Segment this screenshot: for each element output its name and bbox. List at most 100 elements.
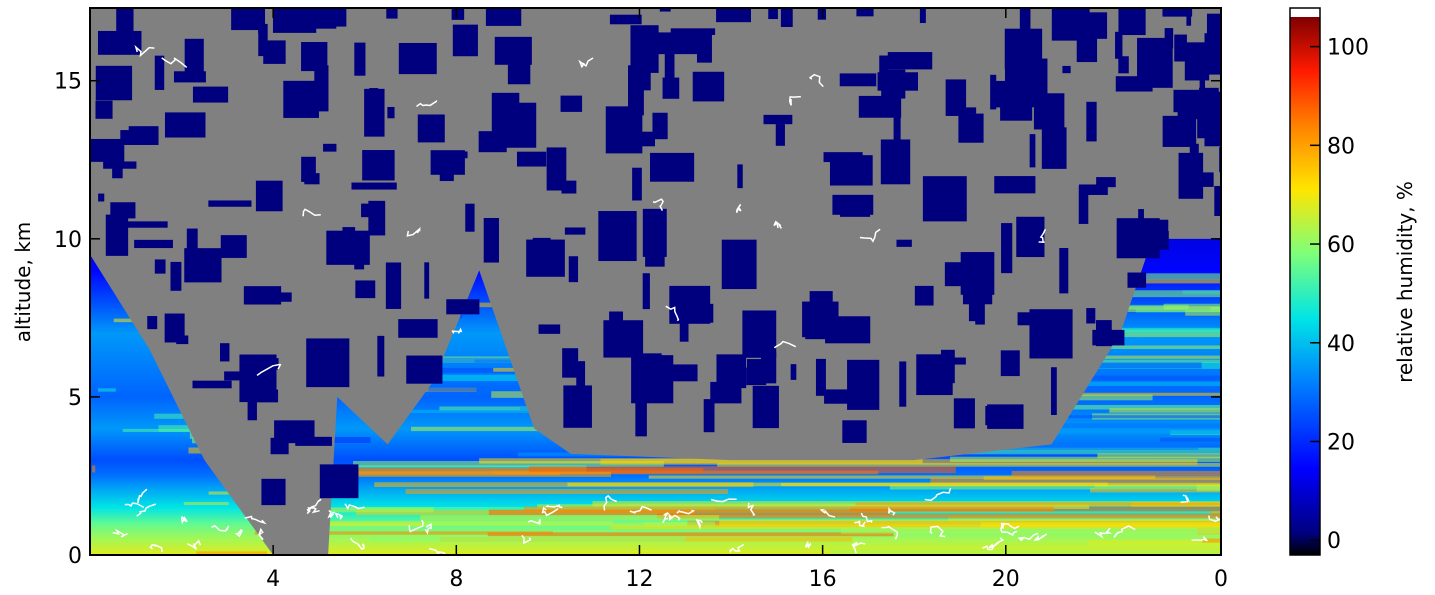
dry-patch bbox=[247, 395, 257, 421]
dry-patch bbox=[496, 0, 516, 5]
cloud-contour bbox=[1017, 532, 1039, 542]
dry-patch bbox=[112, 148, 123, 179]
dry-patch bbox=[1138, 231, 1169, 250]
dry-patch bbox=[823, 152, 863, 163]
dry-patch bbox=[1096, 177, 1116, 188]
humidity-streak bbox=[353, 468, 704, 474]
dry-patch bbox=[452, 24, 478, 57]
dry-patch bbox=[1173, 89, 1211, 113]
cloud-contour bbox=[652, 198, 664, 211]
dry-patch bbox=[1212, 0, 1238, 7]
dry-patch bbox=[790, 364, 797, 380]
humidity-streak bbox=[183, 501, 229, 506]
dry-patch bbox=[1204, 122, 1221, 147]
dry-patch bbox=[1189, 137, 1197, 148]
cloud-contour bbox=[334, 512, 344, 520]
dry-patch bbox=[1019, 8, 1031, 35]
humidity-streak bbox=[949, 456, 1221, 462]
humidity-streak bbox=[1097, 453, 1221, 459]
dry-patch bbox=[975, 283, 985, 325]
dry-patch bbox=[406, 355, 443, 384]
dry-patch bbox=[960, 107, 977, 114]
cloud-contour bbox=[851, 541, 866, 554]
dry-patch bbox=[354, 260, 365, 270]
dry-patch bbox=[1029, 134, 1036, 168]
colorbar-tick-label: 100 bbox=[1327, 36, 1369, 61]
dry-patch bbox=[355, 280, 376, 299]
dry-patch bbox=[398, 42, 437, 75]
dry-patch bbox=[742, 310, 777, 358]
dry-patch bbox=[417, 114, 445, 143]
dry-patch bbox=[987, 404, 1024, 429]
cloud-contour bbox=[773, 340, 797, 349]
humidity-streak bbox=[948, 516, 1221, 522]
humidity-streak bbox=[1049, 392, 1221, 396]
humidity-streak bbox=[769, 447, 1221, 455]
colorbar-gradient bbox=[1290, 17, 1320, 555]
cloud-contour bbox=[773, 220, 783, 229]
dry-patch bbox=[1000, 350, 1020, 377]
dry-patch bbox=[763, 114, 793, 125]
humidity-streak bbox=[1038, 429, 1221, 434]
cloud-contour bbox=[527, 519, 541, 526]
cloud-contour bbox=[327, 509, 335, 519]
dry-patch bbox=[842, 420, 867, 443]
dry-patch bbox=[154, 55, 165, 90]
y-axis: 0 5 10 15 bbox=[54, 70, 1221, 569]
humidity-streak bbox=[523, 506, 1055, 512]
dry-patch bbox=[662, 77, 680, 99]
dry-patch bbox=[1041, 127, 1067, 169]
dry-patch bbox=[125, 221, 168, 228]
dry-patch bbox=[147, 316, 158, 330]
cloud-contour bbox=[578, 57, 594, 68]
dry-patch bbox=[128, 126, 159, 135]
dry-patch bbox=[526, 239, 565, 277]
cloud-contour bbox=[929, 525, 946, 538]
cloud-contour bbox=[881, 525, 899, 540]
humidity-streak bbox=[1011, 470, 1221, 477]
humidity-streak bbox=[812, 452, 1221, 460]
dry-patch bbox=[664, 42, 675, 90]
dry-patch bbox=[696, 30, 712, 63]
dry-patch bbox=[231, 8, 266, 31]
dry-patch bbox=[184, 38, 204, 74]
cloud-contour bbox=[676, 509, 696, 515]
humidity-streak bbox=[717, 462, 1221, 467]
dry-patch bbox=[630, 0, 672, 1]
dry-patch bbox=[896, 239, 912, 247]
dry-patch bbox=[631, 355, 674, 404]
humidity-streak bbox=[648, 475, 1156, 479]
cloud-contour bbox=[112, 528, 128, 538]
humidity-streak bbox=[1088, 540, 1221, 546]
x-tick-label: 20 bbox=[992, 567, 1020, 592]
humidity-streak bbox=[930, 404, 1221, 410]
humidity-streak bbox=[930, 478, 1221, 485]
dry-patch bbox=[265, 198, 275, 208]
dry-patch bbox=[562, 348, 579, 378]
cloud-contour bbox=[349, 537, 366, 551]
cloud-contour bbox=[665, 305, 680, 322]
humidity-streak bbox=[421, 521, 716, 527]
cloud-contour bbox=[711, 498, 737, 503]
dry-patch bbox=[1138, 209, 1144, 248]
humidity-streak bbox=[528, 466, 956, 474]
humidity-streak bbox=[373, 409, 676, 413]
cloud-contour bbox=[1113, 525, 1136, 538]
cloud-contour bbox=[729, 543, 745, 554]
humidity-streak bbox=[1202, 538, 1221, 543]
dry-patch bbox=[560, 95, 583, 112]
dry-patch bbox=[856, 8, 874, 17]
dry-patch bbox=[1206, 13, 1221, 51]
colorbar-ticks: 0 20 40 60 80 100 bbox=[1310, 36, 1369, 554]
dry-patch bbox=[940, 349, 955, 384]
humidity-streak bbox=[370, 536, 686, 542]
colorbar-tick-label: 60 bbox=[1327, 233, 1355, 258]
dry-patch bbox=[253, 389, 279, 403]
dry-patch bbox=[164, 313, 185, 343]
dry-patch bbox=[1189, 143, 1199, 158]
dry-patch bbox=[716, 354, 747, 389]
dry-patch bbox=[1127, 272, 1147, 288]
humidity-streak bbox=[297, 471, 611, 477]
dry-patch bbox=[224, 371, 242, 381]
dry-patch bbox=[220, 235, 247, 258]
